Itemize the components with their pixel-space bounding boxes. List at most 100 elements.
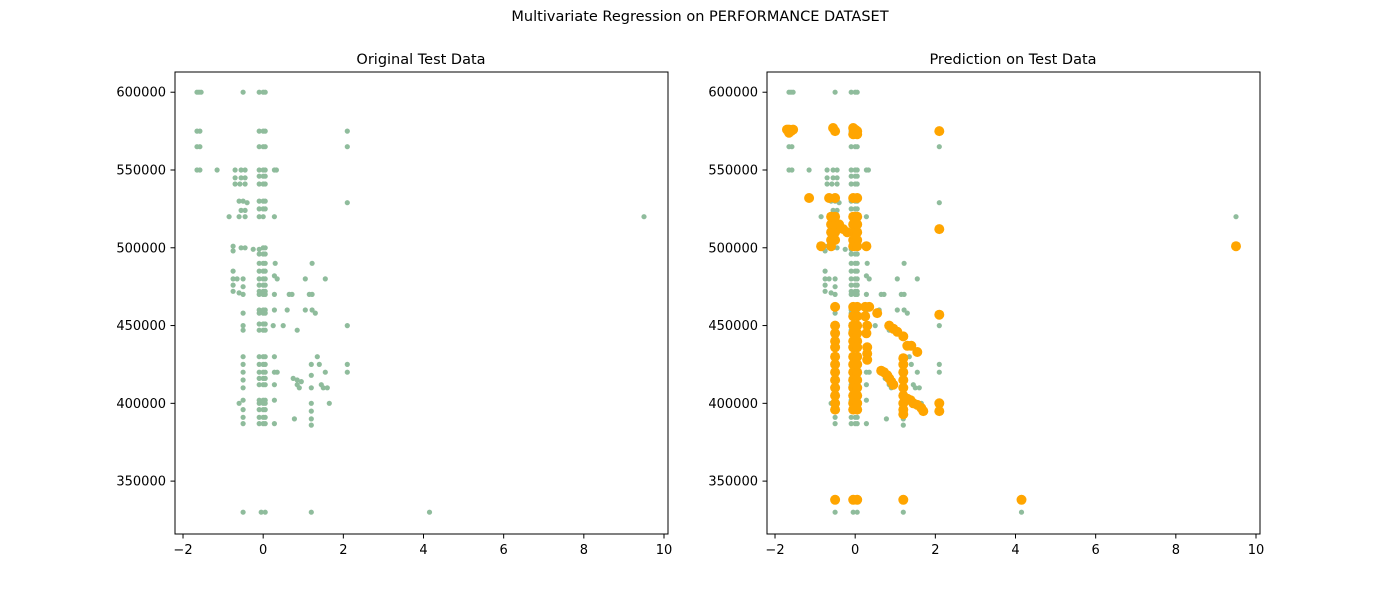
data-point (804, 193, 815, 203)
data-point (830, 367, 841, 378)
data-point (852, 367, 863, 378)
data-point (830, 167, 836, 173)
data-point (238, 175, 244, 181)
subplot-title: Prediction on Test Data (929, 52, 1096, 68)
data-point (309, 291, 315, 297)
data-point (344, 128, 350, 134)
data-point (854, 173, 860, 179)
data-point (240, 198, 246, 204)
data-point (237, 181, 243, 187)
data-point (852, 494, 863, 505)
data-point (894, 307, 900, 313)
data-point (256, 321, 262, 327)
data-point (824, 181, 830, 187)
data-point (262, 321, 268, 327)
data-point (322, 276, 328, 282)
data-point (256, 382, 262, 388)
x-tick-label: −2 (173, 543, 192, 558)
data-point (232, 167, 238, 173)
data-point (832, 421, 838, 427)
data-point (232, 181, 238, 187)
data-point (230, 248, 236, 254)
data-point (641, 214, 647, 220)
data-point (322, 369, 328, 375)
data-point (854, 276, 860, 282)
data-point (240, 89, 246, 95)
data-point (230, 268, 236, 274)
data-point (256, 400, 262, 406)
data-point (862, 354, 873, 365)
data-point (256, 291, 262, 297)
data-point (256, 414, 262, 420)
data-point (934, 309, 945, 320)
data-point (872, 308, 883, 319)
data-point (830, 175, 836, 181)
data-point (256, 276, 262, 282)
data-point (854, 251, 860, 257)
y-tick-label: 400000 (116, 397, 166, 412)
data-point (262, 310, 268, 316)
data-point (832, 276, 838, 282)
data-point (852, 320, 863, 331)
data-point (908, 361, 914, 367)
data-point (852, 382, 863, 393)
x-tick-label: 6 (500, 543, 508, 558)
data-point (832, 89, 838, 95)
data-point (271, 307, 277, 313)
data-point (842, 246, 848, 252)
y-tick-label: 450000 (708, 319, 758, 334)
data-point (834, 181, 840, 187)
data-point (852, 227, 863, 238)
data-point (298, 379, 304, 385)
data-point (280, 323, 286, 329)
data-point (256, 206, 262, 212)
data-point (848, 282, 854, 288)
data-point (936, 369, 942, 375)
data-point (256, 260, 262, 266)
data-point (824, 175, 830, 181)
data-point (262, 382, 268, 388)
data-point (314, 354, 320, 360)
data-point (258, 509, 264, 515)
data-point (238, 207, 244, 213)
data-point (830, 382, 841, 393)
data-point (262, 375, 268, 381)
x-tick-label: 10 (1248, 543, 1265, 558)
data-point (914, 369, 920, 375)
data-point (284, 307, 290, 313)
data-point (262, 354, 268, 360)
data-point (271, 397, 277, 403)
data-point (848, 421, 854, 427)
data-point (852, 219, 863, 230)
data-point (256, 407, 262, 413)
data-point (236, 400, 242, 406)
data-point (240, 291, 246, 297)
plot-area-prediction: −2 0 2 4 6 8 10 350000 400000 450000 500000 550000 6… (708, 71, 1265, 558)
y-tick-label: 450000 (116, 319, 166, 334)
data-point (291, 416, 297, 422)
x-tick-label: 2 (339, 543, 347, 558)
data-point (854, 167, 860, 173)
plot-area-original: −2 0 2 4 6 8 10 350000 400000 450000 500000 550000 6… (116, 71, 672, 558)
data-point (256, 310, 262, 316)
data-point (240, 276, 246, 282)
data-point (271, 382, 277, 388)
data-point (854, 181, 860, 187)
data-point (230, 243, 236, 249)
data-point (852, 129, 863, 140)
data-point (273, 167, 279, 173)
y-tick-label: 500000 (708, 241, 758, 256)
data-point (863, 291, 870, 297)
data-point (852, 375, 863, 385)
data-point (864, 301, 875, 312)
data-point (262, 260, 268, 266)
data-point (262, 361, 268, 367)
data-point (256, 282, 262, 288)
data-point (852, 211, 863, 222)
y-tick-label: 600000 (116, 86, 166, 101)
data-point (236, 290, 242, 296)
data-point (256, 144, 262, 150)
data-point (898, 367, 909, 378)
data-point (898, 331, 909, 342)
data-point (344, 361, 350, 367)
